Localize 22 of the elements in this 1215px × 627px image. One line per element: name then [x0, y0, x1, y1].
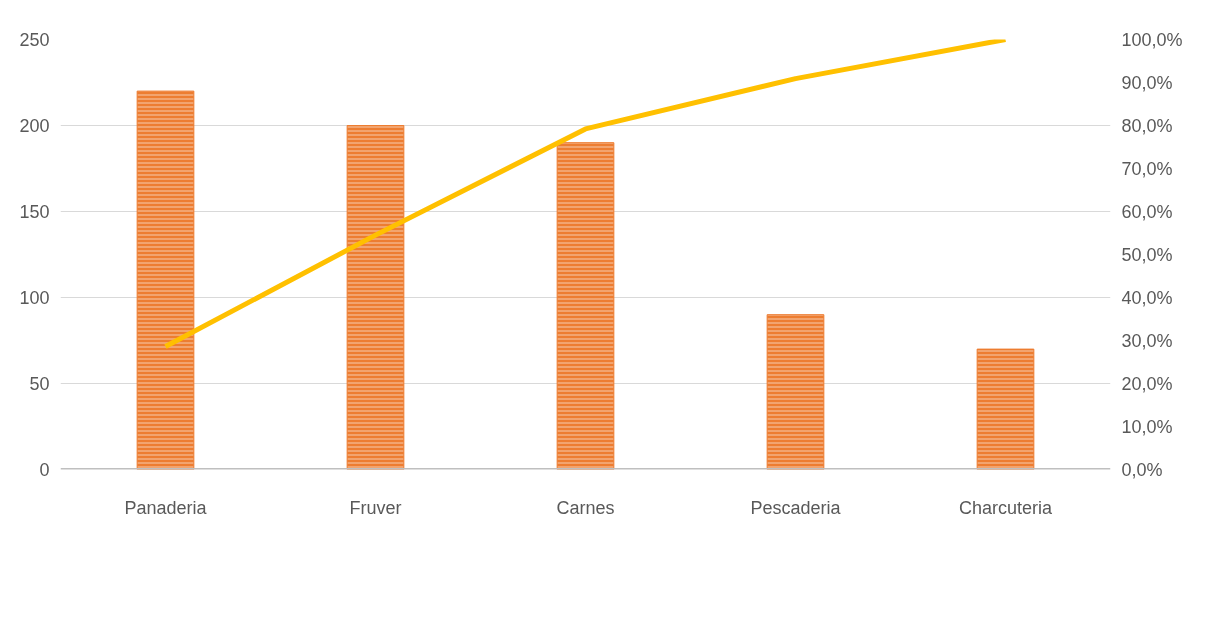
y2-tick-label: 60,0% [1121, 201, 1173, 222]
y2-tick-label: 30,0% [1121, 330, 1173, 351]
x-tick-label: Carnes [556, 497, 615, 518]
y2-tick-label: 20,0% [1121, 373, 1173, 394]
y2-tick-label: 90,0% [1121, 72, 1173, 93]
y2-tick-label: 50,0% [1121, 244, 1173, 265]
y2-tick-label: 80,0% [1121, 115, 1173, 136]
y-tick-label: 100 [19, 288, 50, 308]
x-tick-label: Charcuteria [958, 497, 1054, 518]
y2-tick-label: 10,0% [1121, 416, 1173, 437]
y-tick-label: 50 [29, 374, 50, 394]
y2-tick-label: 70,0% [1121, 158, 1173, 179]
x-tick-label: Pescaderia [750, 497, 842, 518]
y-tick-label: 150 [19, 202, 50, 222]
y-tick-label: 200 [19, 116, 50, 136]
x-tick-label: Fruver [349, 497, 402, 518]
x-tick-label: Panaderia [124, 497, 208, 518]
y-tick-label: 250 [19, 30, 50, 50]
y-tick-label: 0 [39, 460, 50, 480]
y2-tick-label: 0,0% [1121, 459, 1163, 480]
y2-tick-label: 100,0% [1121, 29, 1183, 50]
y2-tick-label: 40,0% [1121, 287, 1173, 308]
